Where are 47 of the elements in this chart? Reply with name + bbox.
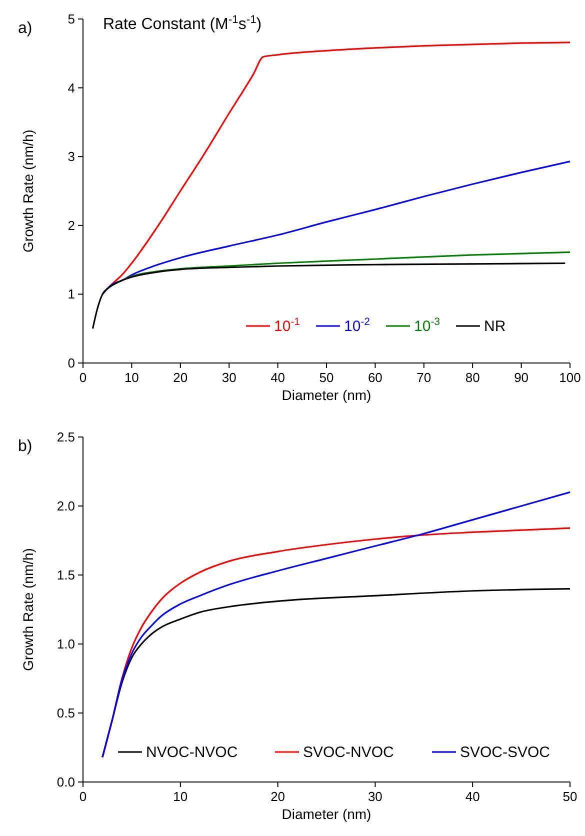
- y-axis-title: Growth Rate (nm/h): [20, 130, 36, 252]
- y-axis-title: Growth Rate (nm/h): [20, 548, 36, 671]
- line-series: [102, 42, 571, 295]
- x-tick-label: 90: [514, 370, 529, 385]
- x-tick-label: 70: [416, 370, 432, 385]
- x-tick-label: 20: [173, 370, 188, 385]
- y-tick-label: 2.0: [56, 498, 75, 514]
- legend-label: 10$^{-3}$: [414, 316, 440, 335]
- y-tick-label: 4: [68, 80, 75, 96]
- y-tick-label: 1.5: [56, 568, 75, 582]
- x-tick-label: 30: [368, 789, 382, 804]
- legend-label: 10$^{-1}$: [274, 316, 300, 335]
- legend-label: SVOC-NVOC: [303, 744, 394, 761]
- y-tick-label: 0: [68, 356, 75, 370]
- line-series: [102, 588, 571, 758]
- x-tick-label: 40: [270, 370, 286, 385]
- x-tick-label: 80: [465, 370, 480, 385]
- line-series: [102, 160, 571, 295]
- x-tick-label: 10: [173, 789, 188, 804]
- legend-title: Rate Constant (M$^{-1}$s$^{-1}$): [103, 14, 262, 33]
- x-tick-label: 0: [79, 789, 87, 804]
- x-tick-label: 60: [368, 370, 382, 385]
- legend-label: SVOC-SVOC: [460, 744, 550, 761]
- x-tick-label: 0: [79, 370, 87, 385]
- x-tick-label: 100: [559, 370, 581, 385]
- chart-title: a): [18, 20, 32, 37]
- y-tick-label: 5: [68, 12, 75, 26]
- y-tick-label: 2.5: [56, 430, 75, 444]
- x-tick-label: 20: [270, 789, 286, 804]
- x-tick-label: 30: [222, 370, 236, 385]
- y-tick-label: 0.0: [56, 774, 75, 790]
- y-tick-label: 1.0: [56, 636, 75, 652]
- x-axis-title: Diameter (nm): [282, 806, 372, 822]
- x-tick-label: 10: [124, 370, 139, 385]
- legend-label: 10$^{-2}$: [344, 316, 370, 335]
- x-tick-label: 50: [562, 789, 578, 804]
- legend-label: NVOC-NVOC: [146, 744, 238, 761]
- chart-title: b): [18, 438, 32, 455]
- y-tick-label: 1: [68, 286, 75, 302]
- y-tick-label: 0.5: [56, 706, 75, 720]
- x-tick-label: 40: [465, 789, 480, 804]
- line-series: [92, 262, 566, 330]
- legend-label: NR: [484, 318, 506, 335]
- y-tick-label: 3: [68, 149, 75, 164]
- x-tick-label: 50: [319, 370, 334, 385]
- x-axis-title: Diameter (nm): [282, 387, 372, 403]
- y-tick-label: 2: [68, 218, 75, 233]
